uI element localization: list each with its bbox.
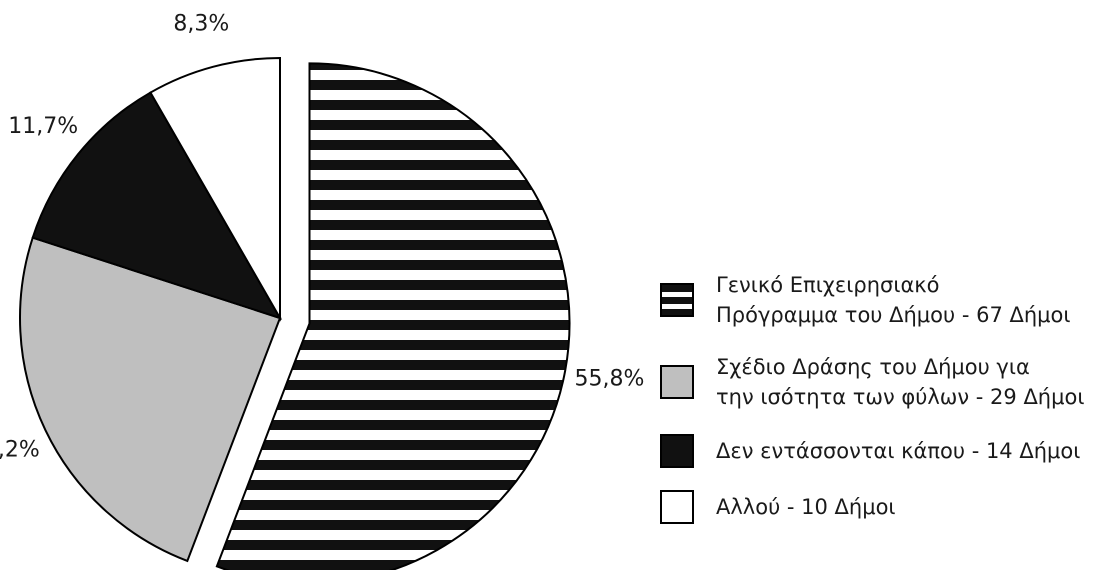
legend-line: Γενικό Επιχειρησιακό [716,273,940,297]
legend-line: Αλλού - 10 Δήμοι [716,495,896,519]
legend: Γενικό Επιχειρησιακό Πρόγραμμα του Δήμου… [660,270,1090,546]
legend-label-elsewhere: Αλλού - 10 Δήμοι [716,492,896,522]
legend-label-general-plan: Γενικό Επιχειρησιακό Πρόγραμμα του Δήμου… [716,270,1070,330]
legend-swatch-white [660,490,694,524]
legend-line: Σχέδιο Δράσης του Δήμου για [716,355,1030,379]
legend-item-none: Δεν εντάσσονται κάπου - 14 Δήμοι [660,434,1090,468]
slice-action-plan [19,236,282,563]
label-elsewhere-pct: 8,3% [173,11,229,36]
label-general-plan-pct: 55,8% [575,367,645,392]
legend-item-action-plan: Σχέδιο Δράσης του Δήμου για την ισότητα … [660,352,1090,412]
legend-swatch-black [660,434,694,468]
legend-line: Πρόγραμμα του Δήμου - 67 Δήμοι [716,303,1071,327]
legend-item-general-plan: Γενικό Επιχειρησιακό Πρόγραμμα του Δήμου… [660,270,1090,330]
legend-line: την ισότητα των φύλων - 29 Δήμοι [716,385,1085,409]
slice-elsewhere [149,56,281,322]
label-action-plan-pct: 24,2% [0,438,40,463]
slice-general-plan [215,62,571,570]
legend-item-elsewhere: Αλλού - 10 Δήμοι [660,490,1090,524]
legend-swatch-gray [660,365,694,399]
legend-swatch-stripes [660,283,694,317]
legend-label-none: Δεν εντάσσονται κάπου - 14 Δήμοι [716,436,1080,466]
legend-label-action-plan: Σχέδιο Δράσης του Δήμου για την ισότητα … [716,352,1084,412]
slice-none [31,91,283,320]
legend-line: Δεν εντάσσονται κάπου - 14 Δήμοι [716,439,1081,463]
label-none-pct: 11,7% [8,114,78,139]
